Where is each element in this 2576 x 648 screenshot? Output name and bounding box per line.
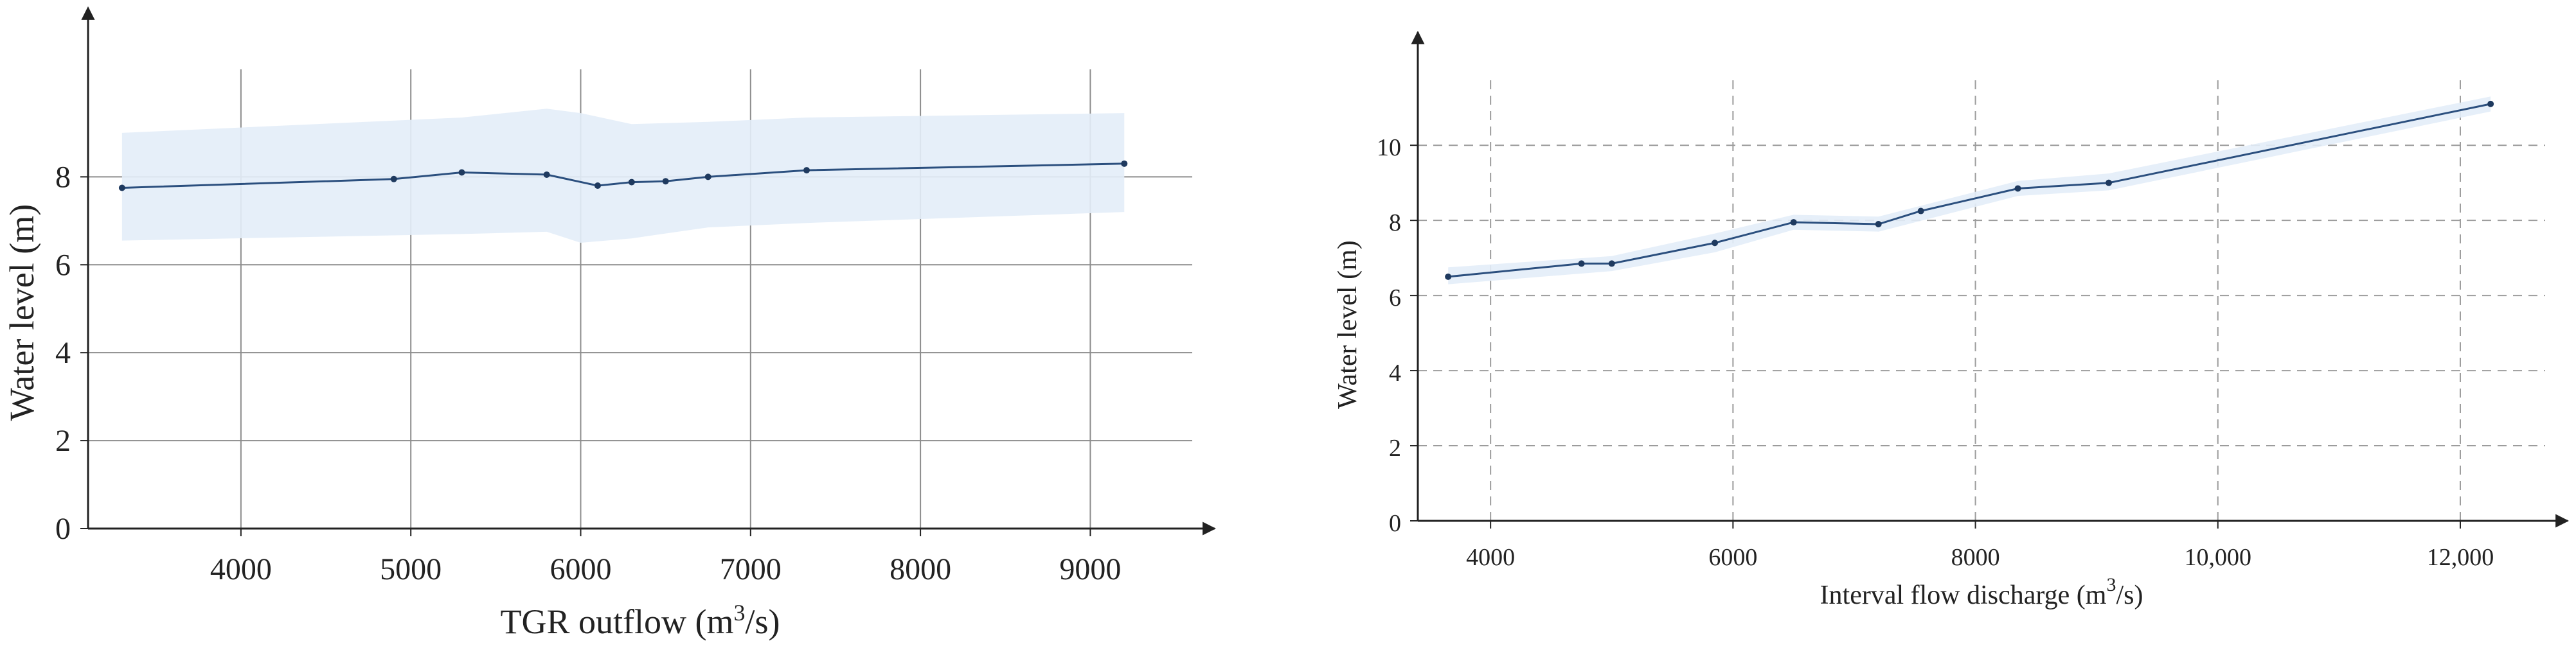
series-line (121, 162, 1125, 189)
y-tick-label: 0 (1389, 510, 1401, 537)
y-tick-label: 4 (55, 336, 71, 370)
data-point (704, 173, 711, 180)
data-point (628, 179, 635, 186)
y-axis-label: Water level (m) (1333, 240, 1363, 408)
y-tick-label: 6 (55, 248, 71, 282)
data-point (803, 167, 810, 174)
x-axis-label: TGR outflow (m3/s) (501, 600, 780, 641)
confidence-band (1448, 96, 2491, 285)
x-tick-label: 4000 (210, 552, 272, 586)
data-point (1578, 260, 1585, 267)
y-axis-label: Water level (m) (3, 204, 41, 421)
x-tick-label: 6000 (550, 552, 611, 586)
y-tick-label: 8 (1389, 209, 1401, 236)
data-point (458, 169, 465, 176)
confidence-band (121, 109, 1125, 243)
data-point (2487, 100, 2494, 107)
x-tick-label: 9000 (1059, 552, 1121, 586)
data-point (543, 171, 550, 178)
data-point (1875, 221, 1882, 228)
y-tick-label: 2 (1389, 435, 1401, 462)
x-tick-label: 12,000 (2427, 544, 2494, 571)
x-axis-label: Interval flow discharge (m3/s) (1820, 574, 2143, 610)
x-tick-label: 10,000 (2185, 544, 2252, 571)
x-tick-label: 7000 (720, 552, 782, 586)
data-point (1121, 160, 1128, 167)
data-point (1608, 260, 1615, 267)
data-point (662, 178, 669, 185)
data-point (1712, 240, 1719, 247)
y-tick-label: 0 (55, 512, 71, 546)
x-tick-label: 8000 (1951, 544, 2000, 571)
y-tick-label: 4 (1389, 360, 1401, 387)
y-tick-label: 6 (1389, 285, 1401, 311)
data-point (2014, 185, 2021, 192)
chart-tgr-outflow: 4000 5000 6000 7000 8000 9000 0 2 4 6 8 TGR outflow… (3, 6, 1217, 641)
y-tick-label: 8 (55, 160, 71, 194)
data-point (390, 175, 397, 182)
chart-interval-flow: 4000 6000 8000 10,000 12,000 0 2 4 6 8 10 Interval … (1333, 30, 2570, 610)
data-point (1790, 219, 1797, 226)
data-point (1917, 207, 1924, 215)
x-tick-label: 6000 (1708, 544, 1757, 571)
data-point (594, 182, 601, 189)
data-point (118, 184, 125, 191)
x-tick-label: 8000 (890, 552, 951, 586)
x-tick-label: 5000 (380, 552, 442, 586)
y-tick-label: 10 (1377, 134, 1401, 161)
y-tick-label: 2 (55, 424, 71, 458)
data-point (1445, 273, 1452, 280)
data-point (2106, 179, 2113, 186)
series-line (1448, 103, 2491, 278)
x-tick-label: 4000 (1466, 544, 1515, 571)
